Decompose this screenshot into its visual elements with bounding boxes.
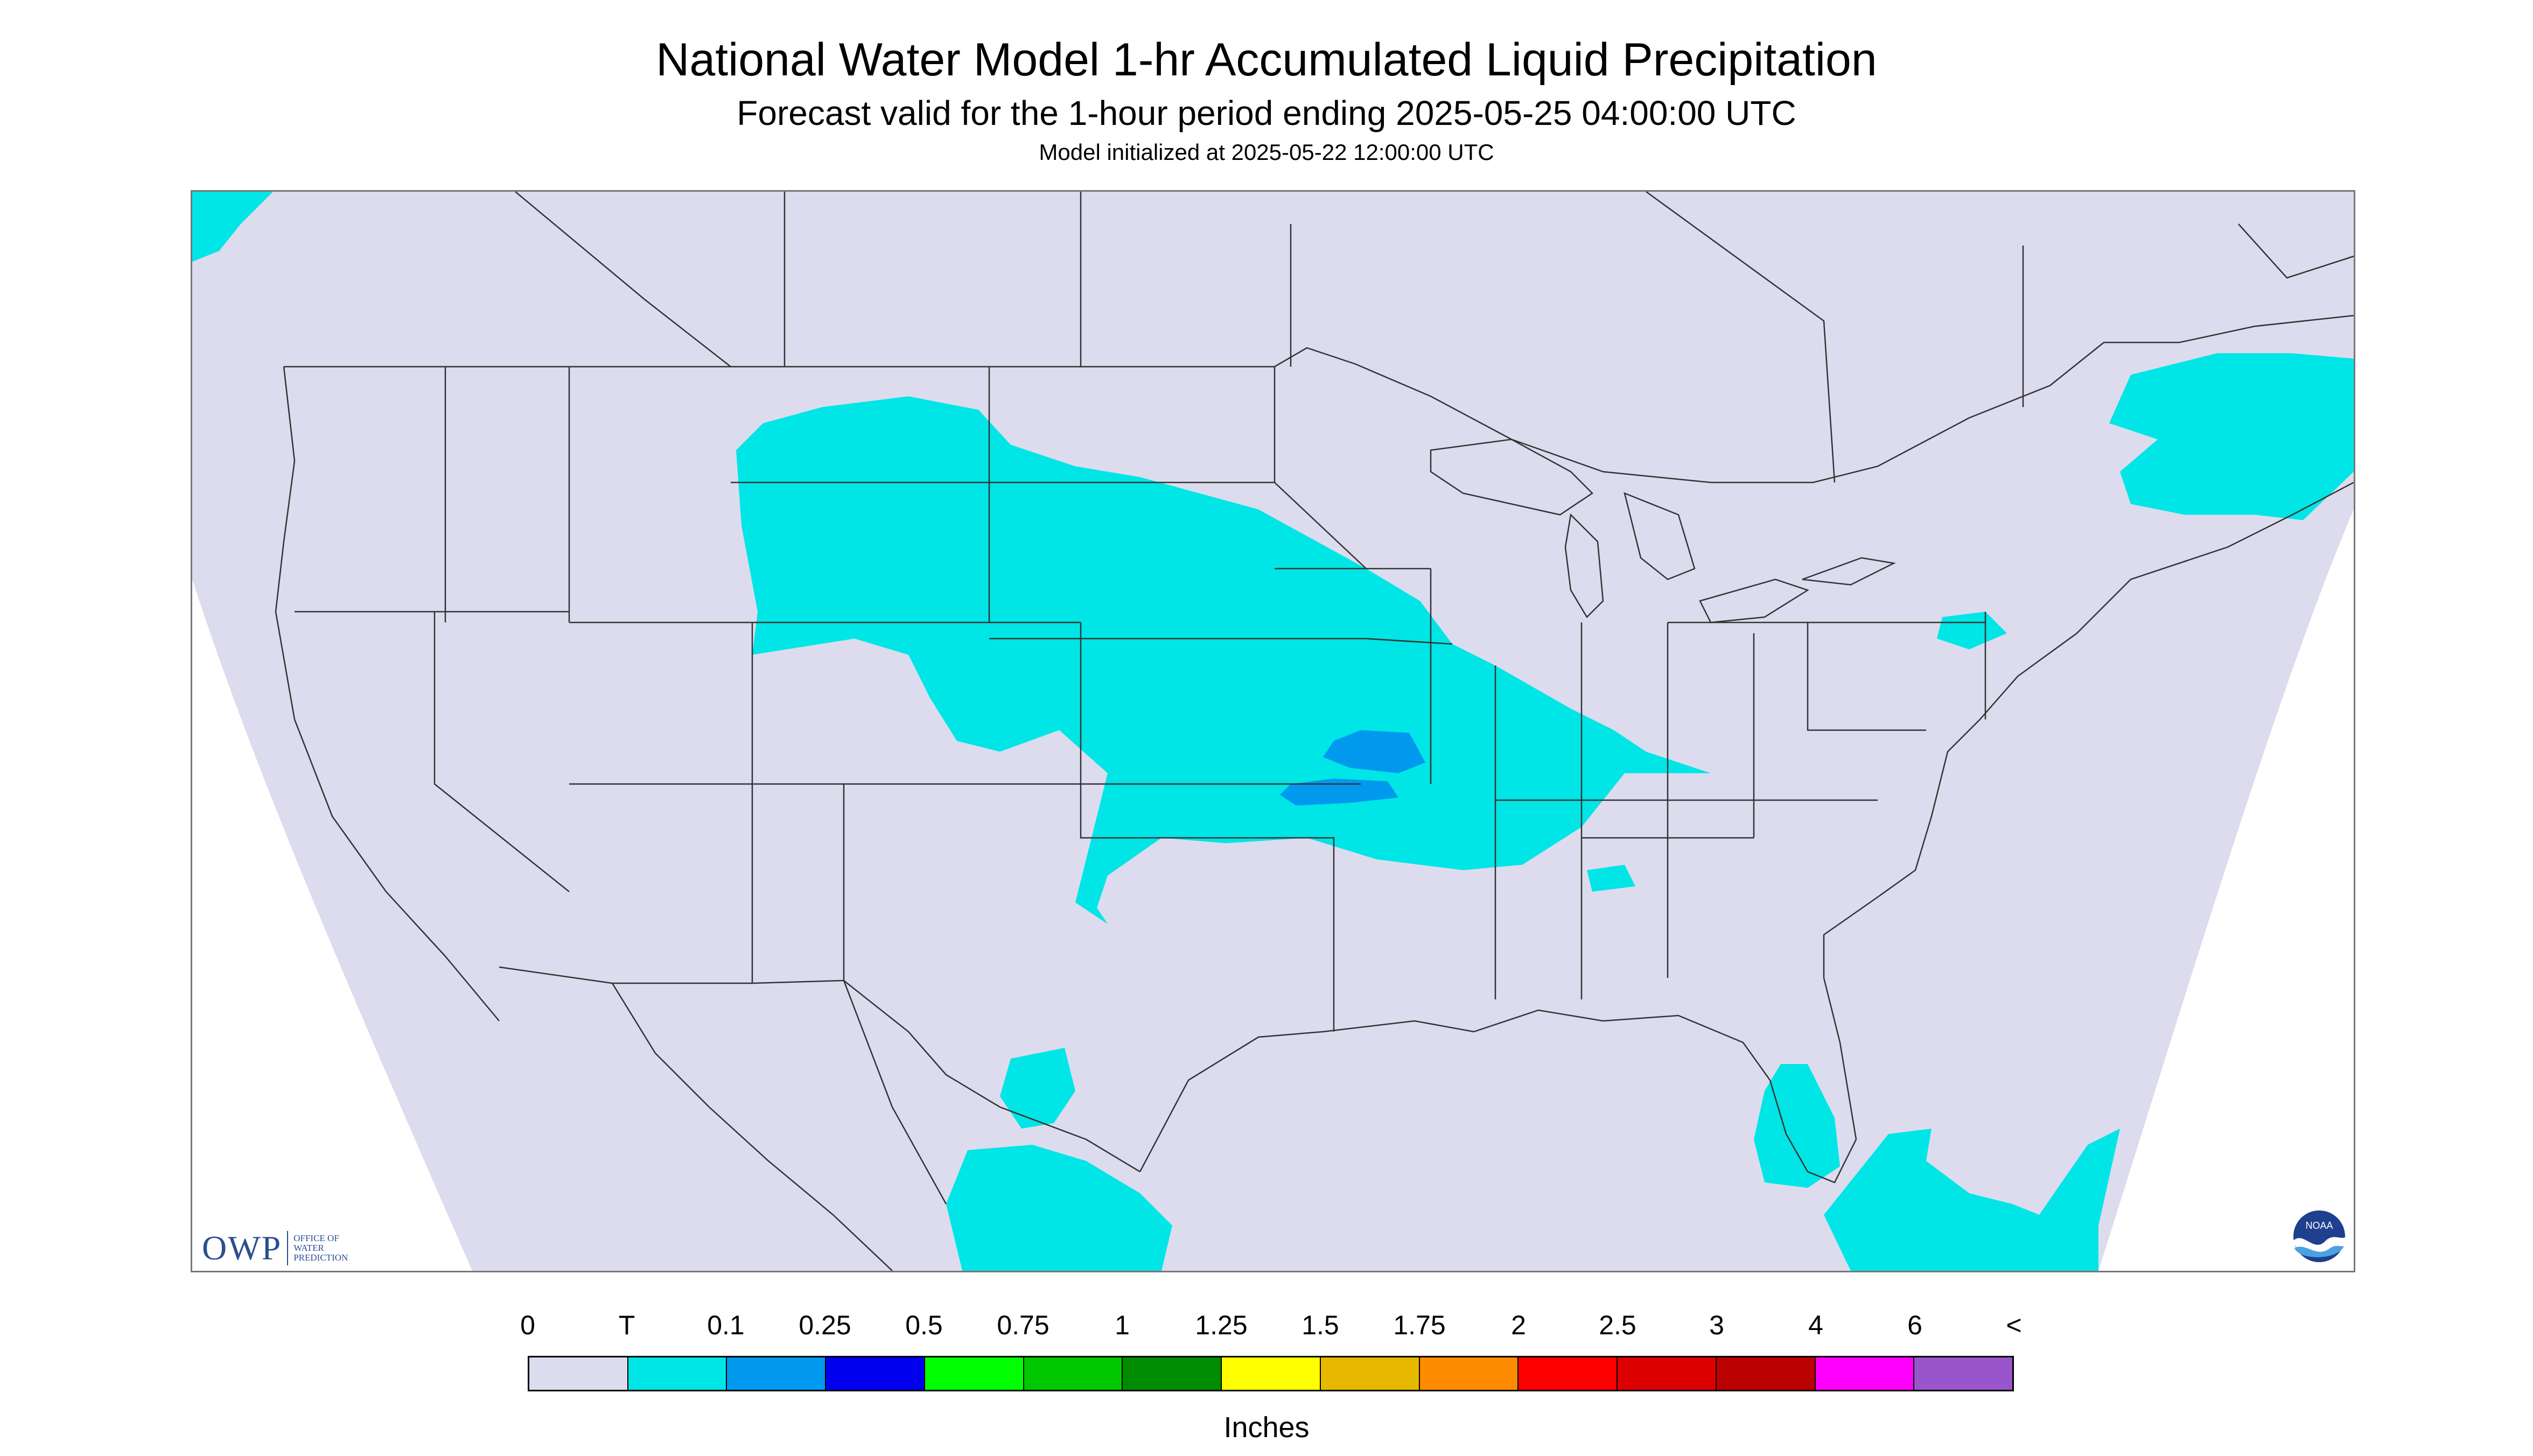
us-mexico-border (499, 966, 1140, 1173)
legend-label: 3 (1709, 1310, 1724, 1340)
precip-pacific-nw (192, 192, 273, 262)
boundary-lines (275, 192, 2354, 1271)
precip-northeast (2109, 353, 2354, 520)
legend-swatch (1222, 1357, 1321, 1390)
precip-oklahoma-core (1280, 779, 1398, 806)
map-subtitle: Forecast valid for the 1-hour period end… (737, 94, 1796, 132)
precip-florida (1754, 1064, 1840, 1188)
legend-label: 1.5 (1302, 1310, 1339, 1340)
owp-sub-line-1: Office of (293, 1233, 339, 1244)
legend-swatch (628, 1357, 727, 1390)
owp-logo-subtext: Office of Water Prediction (293, 1234, 348, 1263)
legend-label: 1.25 (1195, 1310, 1248, 1340)
legend-swatch (1419, 1357, 1519, 1390)
precip-missouri-core (1323, 730, 1425, 773)
legend-swatch (1815, 1357, 1915, 1390)
precip-plains (736, 396, 1711, 924)
precipitation-map: OWP Office of Water Prediction NOAA (191, 190, 2355, 1272)
map-title: National Water Model 1-hr Accumulated Li… (656, 34, 1877, 86)
legend-label: T (618, 1310, 635, 1340)
model-init-time: Model initialized at 2025-05-22 12:00:00… (1039, 139, 1494, 165)
legend-swatch (1914, 1357, 2013, 1390)
map-canvas: OWP Office of Water Prediction NOAA (192, 192, 2354, 1271)
east-coast (1823, 481, 2354, 1108)
legend-swatch (1123, 1357, 1222, 1390)
state-lines-east (1494, 612, 1986, 999)
legend-swatch (727, 1357, 827, 1390)
legend-swatch (1716, 1357, 1816, 1390)
legend-label: 0.1 (707, 1310, 745, 1340)
legend-label: 1 (1115, 1310, 1130, 1340)
precip-gulf-coast (1587, 865, 1635, 892)
legend-swatch (826, 1357, 925, 1390)
state-lines-west (295, 367, 1081, 983)
noaa-logo-text: NOAA (2305, 1220, 2333, 1231)
legend-swatch (1024, 1357, 1123, 1390)
precip-mexico (1000, 1048, 1075, 1129)
florida-peninsula (1769, 1080, 1857, 1184)
owp-logo: OWP Office of Water Prediction (202, 1231, 348, 1265)
legend-swatch (1320, 1357, 1420, 1390)
gulf-coast (1139, 1009, 1771, 1172)
state-lines-central (989, 367, 1453, 1032)
legend-label: 4 (1808, 1310, 1823, 1340)
legend-swatch (925, 1357, 1024, 1390)
precip-great-lakes (1937, 612, 2007, 649)
legend-label: 0.5 (905, 1310, 943, 1340)
legend-label: 6 (1907, 1310, 1922, 1340)
owp-sub-line-2: Water (293, 1243, 324, 1254)
legend-label: < (2006, 1310, 2022, 1340)
legend-color-bar (528, 1356, 2014, 1391)
precip-caribbean (1824, 1129, 2120, 1271)
legend-label: 2.5 (1599, 1310, 1636, 1340)
legend-swatch (1618, 1357, 1717, 1390)
us-canada-border (284, 314, 2354, 484)
legend-swatch (1519, 1357, 1618, 1390)
precip-trace-areas (192, 192, 2354, 1271)
legend-swatch (529, 1357, 628, 1390)
precip-heavier-areas (1280, 730, 1425, 806)
legend-label: 0.25 (799, 1310, 851, 1340)
legend-label: 0.75 (997, 1310, 1049, 1340)
west-coast (275, 366, 500, 1021)
owp-logo-text: OWP (202, 1231, 289, 1265)
legend-label: 2 (1511, 1310, 1526, 1340)
noaa-logo: NOAA (2293, 1210, 2345, 1262)
legend-label: 0 (520, 1310, 535, 1340)
legend-labels: 0 T 0.1 0.25 0.5 0.75 1 1.25 1.5 1.75 2 2.5 3 4 6 < (520, 1310, 2022, 1344)
owp-sub-line-3: Prediction (293, 1252, 348, 1263)
legend-label: 1.75 (1393, 1310, 1446, 1340)
precip-southern-mexico (946, 1145, 1172, 1271)
legend-units: Inches (1223, 1411, 1310, 1444)
canada-interior (515, 192, 2354, 483)
mexico-interior (611, 980, 947, 1271)
great-lakes-outline (1430, 438, 1896, 624)
